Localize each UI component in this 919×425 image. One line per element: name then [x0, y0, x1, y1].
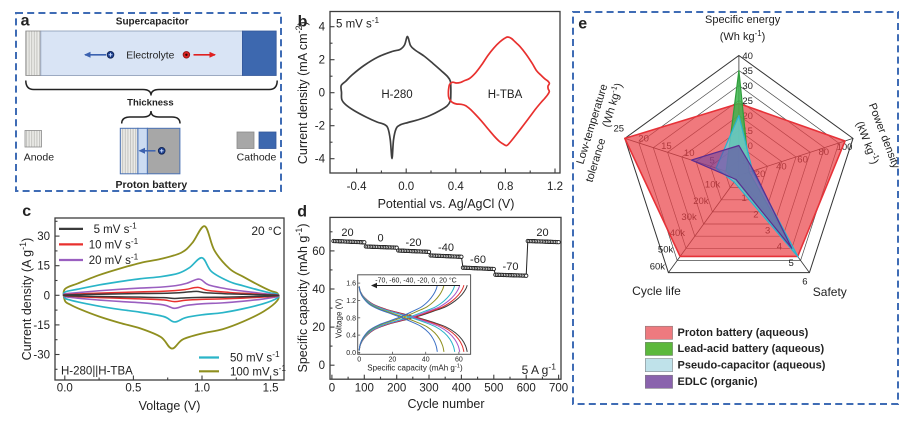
svg-text:20: 20	[341, 227, 353, 239]
svg-text:0.0: 0.0	[346, 350, 356, 357]
svg-text:0: 0	[329, 383, 335, 395]
svg-text:-30: -30	[33, 350, 50, 362]
svg-text:-40: -40	[438, 242, 454, 254]
svg-text:0: 0	[44, 290, 50, 302]
svg-text:-60: -60	[470, 254, 486, 266]
svg-text:40: 40	[742, 51, 753, 62]
svg-text:0: 0	[357, 357, 361, 364]
svg-text:40: 40	[422, 357, 430, 364]
svg-text:0.5: 0.5	[125, 383, 141, 395]
svg-text:6: 6	[802, 277, 807, 288]
svg-text:0.0: 0.0	[57, 383, 73, 395]
svg-text:Specific capacity (mAh g-1): Specific capacity (mAh g-1)	[367, 364, 463, 373]
svg-text:20 °C: 20 °C	[251, 224, 281, 238]
svg-text:Supercapacitor: Supercapacitor	[116, 16, 189, 27]
svg-text:0.0: 0.0	[398, 181, 414, 193]
svg-text:Voltage (V): Voltage (V)	[139, 399, 201, 413]
svg-text:0.8: 0.8	[346, 315, 356, 322]
svg-text:1.5: 1.5	[263, 383, 279, 395]
svg-text:Cathode: Cathode	[237, 151, 277, 163]
svg-text:10 mV s-1: 10 mV s-1	[89, 236, 139, 251]
svg-text:50k: 50k	[658, 244, 674, 255]
svg-text:100: 100	[355, 383, 374, 395]
svg-text:-70: -70	[503, 261, 519, 273]
svg-text:Pseudo-capacitor (aqueous): Pseudo-capacitor (aqueous)	[678, 359, 826, 371]
svg-text:Safety: Safety	[813, 285, 847, 299]
svg-text:30: 30	[742, 81, 753, 92]
svg-text:Cycle life: Cycle life	[632, 284, 681, 298]
svg-text:100 mV s-1: 100 mV s-1	[230, 363, 286, 378]
svg-text:-0.4: -0.4	[347, 181, 367, 193]
svg-text:-15: -15	[33, 320, 50, 332]
svg-text:5 mV s-1: 5 mV s-1	[336, 15, 380, 30]
svg-text:20: 20	[536, 227, 548, 239]
svg-text:Specific capacity (mAh g-1): Specific capacity (mAh g-1)	[294, 223, 310, 372]
svg-text:Proton battery: Proton battery	[116, 179, 188, 191]
svg-text:4: 4	[319, 22, 326, 34]
svg-text:50 mV s-1: 50 mV s-1	[230, 349, 280, 364]
svg-text:35: 35	[742, 66, 753, 77]
svg-text:Voltage (V): Voltage (V)	[335, 298, 344, 338]
svg-text:Anode: Anode	[24, 151, 55, 163]
svg-text:Proton battery (aqueous): Proton battery (aqueous)	[678, 327, 809, 339]
svg-text:60k: 60k	[650, 262, 666, 273]
svg-text:40: 40	[312, 284, 325, 296]
svg-text:400: 400	[452, 383, 471, 395]
svg-text:1.2: 1.2	[346, 298, 356, 305]
svg-text:100: 100	[837, 142, 853, 153]
svg-text:60: 60	[312, 246, 325, 258]
svg-text:0: 0	[377, 232, 383, 244]
svg-text:2: 2	[319, 55, 325, 67]
svg-text:Current density (A g-1): Current density (A g-1)	[18, 238, 34, 361]
svg-text:(Wh kg-1): (Wh kg-1)	[720, 29, 766, 43]
svg-text:-20: -20	[406, 237, 422, 249]
svg-text:-70, -60, -40, -20, 0, 20 °C: -70, -60, -40, -20, 0, 20 °C	[375, 277, 456, 285]
svg-text:d: d	[297, 203, 307, 220]
svg-text:500: 500	[484, 383, 503, 395]
svg-text:Electrolyte: Electrolyte	[126, 51, 174, 62]
svg-text:30: 30	[37, 231, 50, 243]
svg-text:EDLC (organic): EDLC (organic)	[678, 376, 758, 388]
svg-text:H-TBA: H-TBA	[488, 89, 523, 101]
svg-text:-2: -2	[315, 121, 325, 133]
svg-text:Specific energy: Specific energy	[705, 14, 781, 26]
svg-text:20: 20	[389, 357, 397, 364]
svg-text:0.4: 0.4	[448, 181, 465, 193]
svg-text:Potential vs. Ag/AgCl (V): Potential vs. Ag/AgCl (V)	[378, 197, 515, 211]
svg-text:0: 0	[319, 88, 325, 100]
svg-text:0.8: 0.8	[497, 181, 513, 193]
svg-text:300: 300	[419, 383, 438, 395]
svg-text:15: 15	[37, 261, 50, 273]
svg-text:H-280||H-TBA: H-280||H-TBA	[61, 366, 133, 378]
svg-text:1.0: 1.0	[194, 383, 210, 395]
svg-text:600: 600	[517, 383, 536, 395]
svg-text:0.4: 0.4	[346, 333, 356, 340]
svg-text:Thickness: Thickness	[127, 98, 173, 109]
svg-text:e: e	[578, 15, 587, 32]
svg-text:20: 20	[312, 322, 325, 334]
svg-text:5 mV s-1: 5 mV s-1	[94, 221, 138, 236]
svg-text:20 mV s-1: 20 mV s-1	[89, 252, 139, 267]
svg-text:c: c	[22, 203, 31, 220]
svg-text:Lead-acid battery (aqueous): Lead-acid battery (aqueous)	[678, 343, 825, 355]
svg-text:5: 5	[789, 258, 794, 269]
svg-text:25: 25	[742, 96, 753, 107]
svg-text:25: 25	[614, 123, 625, 134]
svg-text:1.2: 1.2	[547, 181, 563, 193]
svg-text:700: 700	[549, 383, 568, 395]
svg-text:Current density (mA cm-2): Current density (mA cm-2)	[294, 21, 310, 164]
svg-text:-4: -4	[315, 154, 326, 166]
svg-text:b: b	[298, 13, 308, 30]
svg-text:200: 200	[387, 383, 406, 395]
svg-text:Cycle number: Cycle number	[407, 397, 484, 411]
svg-text:60: 60	[455, 357, 463, 364]
svg-text:0: 0	[319, 360, 325, 372]
svg-text:5 A g-1: 5 A g-1	[522, 361, 557, 377]
svg-text:1.6: 1.6	[346, 281, 356, 288]
svg-text:H-280: H-280	[381, 89, 412, 101]
svg-text:a: a	[21, 12, 30, 29]
